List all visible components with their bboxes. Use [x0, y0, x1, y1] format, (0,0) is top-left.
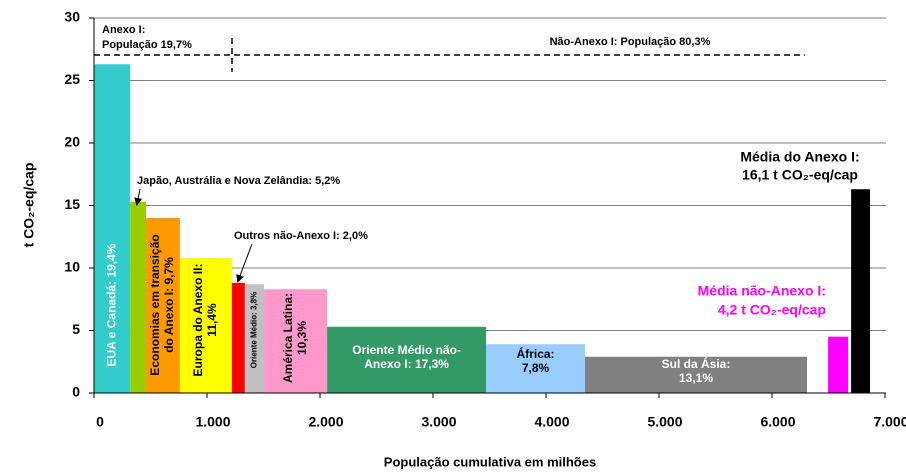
x-tick-label: 7.000: [873, 414, 906, 430]
y-axis-label: t CO₂-eq/cap: [21, 163, 37, 248]
bar-label: 7,8%: [522, 361, 550, 375]
x-tick-label: 0: [96, 414, 104, 430]
annotation: Anexo I:: [102, 24, 145, 36]
bar: [486, 344, 585, 393]
bar: [145, 218, 180, 393]
arrow: [134, 188, 143, 206]
y-tick-label: 30: [64, 9, 80, 25]
annotation: Média do Anexo I:: [740, 149, 859, 165]
annotation: Média não-Anexo I:: [698, 283, 826, 299]
bar-label: América Latina:: [281, 293, 295, 383]
bar-label: Oriente Médio: 3,8%: [250, 292, 259, 368]
bar-label: Europa do Anexo II:: [191, 264, 205, 377]
x-tick-label: 1.000: [195, 414, 230, 430]
bar: [179, 258, 232, 393]
bar-label: 11,4%: [205, 303, 219, 337]
annotation: Não-Anexo I: População 80,3%: [550, 36, 711, 48]
bar-label: 10,3%: [295, 321, 309, 355]
annotation: Japão, Austrália e Nova Zelândia: 5,2%: [137, 175, 340, 187]
x-tick-label: 4.000: [534, 414, 569, 430]
bar: [231, 283, 245, 393]
y-tick-label: 25: [64, 71, 80, 87]
y-tick-label: 20: [64, 134, 80, 150]
bar: [130, 201, 146, 393]
y-tick-label: 5: [72, 321, 80, 337]
bar: [851, 189, 870, 393]
arrow: [236, 243, 253, 283]
y-tick-label: 15: [64, 196, 80, 212]
bar: [584, 356, 808, 393]
bar-label: África:: [517, 346, 555, 361]
bar-label: do Anexo I: 9,7%: [162, 257, 176, 353]
bar-label: Sul da Ásia:: [662, 356, 731, 371]
bar-label: EUA e Canadá: 19,4%: [104, 243, 118, 366]
annotation: 4,2 t CO₂-eq/cap: [718, 302, 826, 318]
x-tick-label: 2.000: [308, 414, 343, 430]
y-tick-label: 10: [64, 259, 80, 275]
annotation: 16,1 t CO₂-eq/cap: [742, 167, 858, 183]
bar: [327, 326, 487, 393]
bar-label: Oriente Médio não-: [352, 343, 461, 357]
x-axis-label: População cumulativa em milhões: [384, 454, 596, 469]
annotation: População 19,7%: [102, 39, 192, 51]
bar-label: 13,1%: [679, 371, 713, 385]
bar-label: Anexo I: 17,3%: [364, 357, 449, 371]
bar: [264, 289, 328, 393]
x-tick-label: 6.000: [760, 414, 795, 430]
x-tick-label: 5.000: [647, 414, 682, 430]
x-tick-label: 3.000: [421, 414, 456, 430]
bar: [94, 64, 131, 393]
bar: [828, 336, 849, 393]
annotation: Outros não-Anexo I: 2,0%: [234, 230, 368, 242]
y-tick-label: 0: [72, 384, 80, 400]
bar-label: Economias em transição: [148, 234, 162, 375]
bar: [244, 284, 265, 393]
